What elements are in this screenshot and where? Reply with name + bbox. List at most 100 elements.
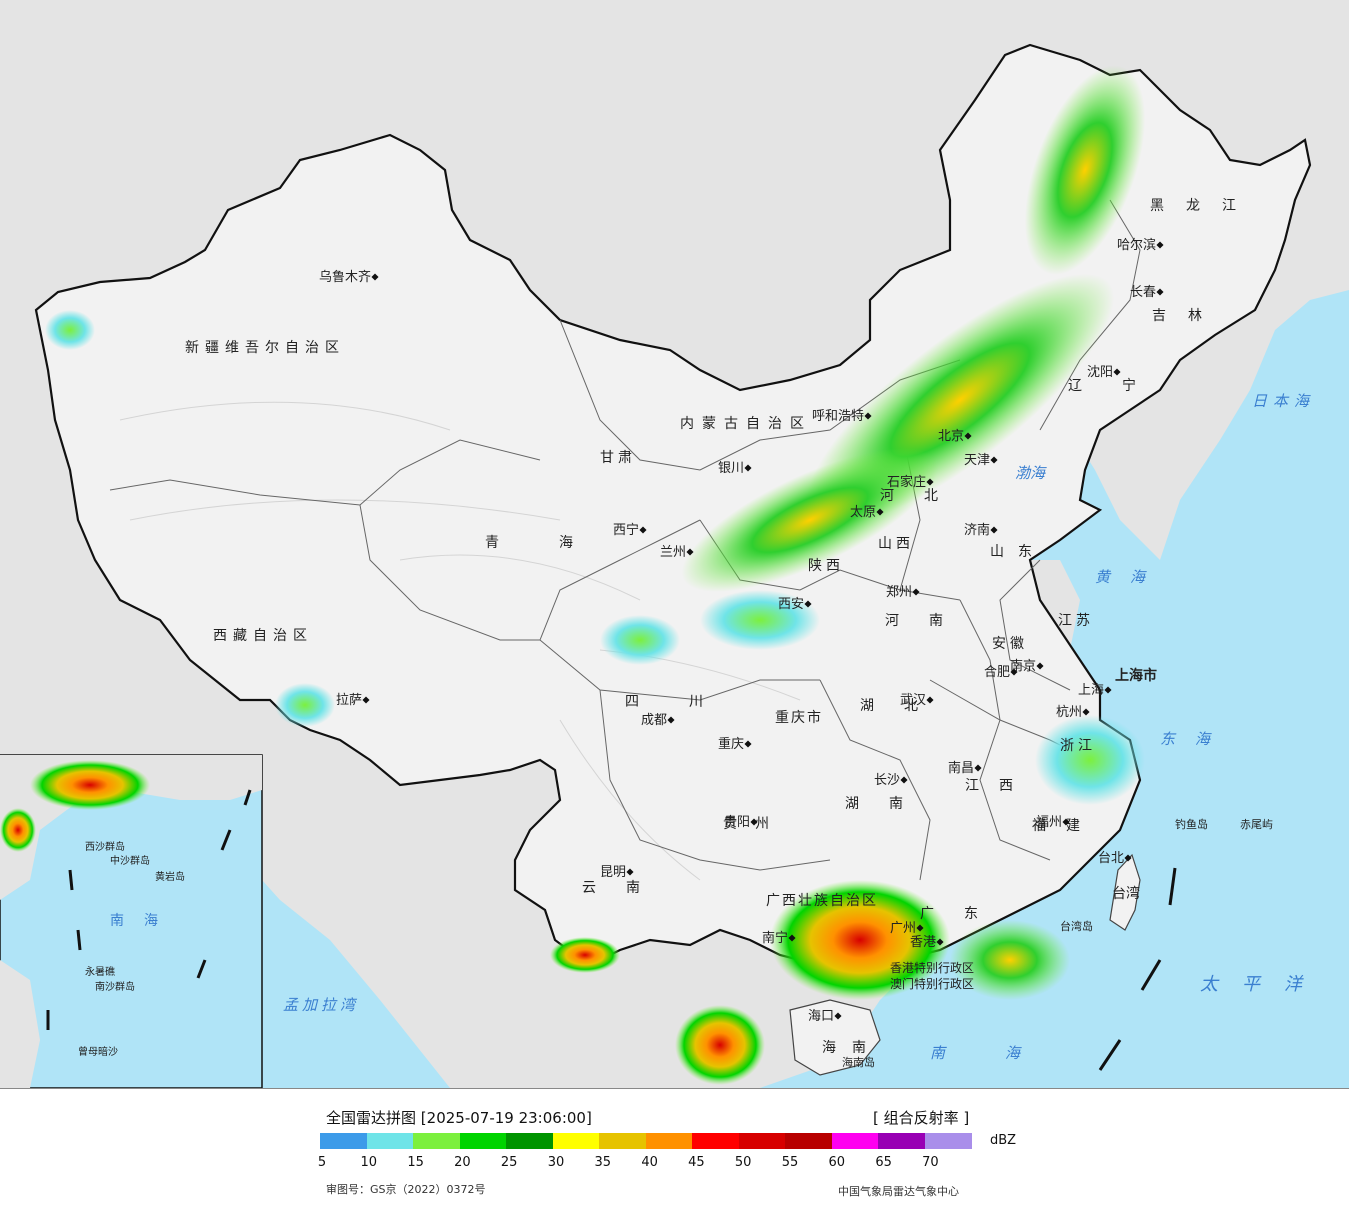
region-hebei: 河北 — [880, 487, 968, 503]
city-label: 台北 — [1098, 850, 1124, 865]
city-marker-icon — [639, 526, 647, 534]
echo-guangxi-guangdong — [770, 880, 950, 1000]
region-guangxi: 广西壮族自治区 — [766, 892, 878, 908]
region-shanxi: 山西 — [878, 535, 914, 551]
region-gansu: 甘肃 — [600, 449, 636, 465]
region-macao: 澳门特别行政区 — [890, 976, 974, 991]
scale-tick-label: 50 — [734, 1155, 752, 1170]
inset-land-sw — [0, 960, 40, 1088]
echo-yunnan-south — [550, 937, 620, 973]
inset-label-zhongsha: 中沙群岛 — [110, 854, 150, 867]
terrain-texture — [119, 401, 801, 881]
city-marker-icon — [876, 508, 884, 516]
inset-echo — [30, 760, 150, 810]
city-marker-icon — [926, 478, 934, 486]
sea-south: 南海 — [930, 1045, 1080, 1062]
city-marker-icon — [371, 273, 379, 281]
scale-tick-label: 45 — [688, 1155, 705, 1170]
scale-swatch — [831, 1133, 879, 1149]
taiwan-island — [1109, 853, 1141, 931]
city-label: 济南 — [964, 522, 990, 537]
region-qinghai: 青海 — [485, 534, 633, 550]
city-marker-icon — [626, 868, 634, 876]
scale-swatch — [413, 1133, 460, 1149]
region-neimenggu: 内蒙古自治区 — [680, 415, 812, 431]
scale-swatch — [645, 1133, 693, 1149]
city-label: 北京 — [938, 428, 964, 443]
scale-tick-label: 10 — [360, 1155, 378, 1170]
credit-label: 中国气象局雷达气象中心 — [838, 1185, 959, 1198]
city-label: 合肥 — [984, 664, 1010, 679]
hainan-island — [789, 999, 881, 1076]
echo-zhejiang — [1035, 715, 1145, 805]
city-marker-icon — [744, 740, 752, 748]
scale-swatch — [924, 1133, 972, 1149]
region-shanghai: 上海市 — [1115, 667, 1157, 683]
nine-dash-line-main — [1098, 867, 1177, 1071]
region-shandong: 山东 — [990, 543, 1046, 559]
region-hainan: 海南 — [822, 1039, 882, 1055]
city-label: 成都 — [641, 712, 667, 727]
sea-bohai: 渤海 — [1015, 465, 1047, 482]
city-marker-icon — [936, 938, 944, 946]
scale-swatch — [366, 1133, 414, 1149]
city-marker-icon — [900, 776, 908, 784]
china-mainland — [34, 43, 1312, 977]
city-marker-icon — [667, 716, 675, 724]
scale-swatch — [506, 1133, 553, 1149]
scale-swatch — [320, 1133, 367, 1149]
region-shaanxi: 陕西 — [808, 557, 844, 573]
region-anhui: 安徽 — [992, 635, 1028, 651]
inset-label-nansha: 南沙群岛 — [95, 980, 135, 993]
region-jilin: 吉林 — [1152, 307, 1224, 323]
scale-swatch — [878, 1133, 925, 1149]
inset-echo-2 — [0, 808, 36, 852]
city-marker-icon — [804, 600, 812, 608]
city-marker-icon — [916, 924, 924, 932]
city-label: 福州 — [1036, 814, 1062, 829]
city-marker-icon — [864, 412, 872, 420]
approval-number: 审图号：GS京（2022）0372号 — [326, 1183, 486, 1196]
city-marker-icon — [1010, 668, 1018, 676]
sea-east: 东海 — [1160, 731, 1230, 748]
product-label: [ 组合反射率 ] — [873, 1109, 970, 1127]
city-label: 广州 — [890, 920, 916, 935]
city-label: 杭州 — [1056, 704, 1082, 719]
region-chongqing: 重庆市 — [775, 709, 823, 725]
city-label: 香港 — [910, 934, 936, 949]
label-chiwei: 赤尾屿 — [1240, 818, 1273, 831]
region-jiangsu: 江苏 — [1058, 612, 1094, 628]
city-label: 拉萨 — [336, 692, 362, 707]
city-label: 天津 — [964, 452, 990, 467]
city-marker-icon — [744, 464, 752, 472]
echo-northeast-band — [1024, 65, 1146, 275]
inset-label-yongshu: 永暑礁 — [85, 965, 115, 978]
city-label: 沈阳 — [1087, 364, 1113, 379]
scale-tick-label: 5 — [317, 1155, 327, 1170]
city-label: 兰州 — [660, 544, 686, 559]
city-marker-icon — [834, 1012, 842, 1020]
scale-tick-label: 70 — [922, 1155, 939, 1170]
region-hunan: 湖南 — [845, 795, 933, 811]
echo-fujian — [950, 920, 1070, 1000]
label-taiwan-island: 台湾岛 — [1060, 919, 1093, 933]
city-label: 石家庄 — [887, 474, 926, 489]
city-marker-icon — [974, 764, 982, 772]
label-diaoyu: 钓鱼岛 — [1175, 817, 1208, 831]
inset-label-zengmu: 曾母暗沙 — [78, 1045, 118, 1058]
city-label: 郑州 — [886, 584, 912, 599]
scale-tick-label: 35 — [594, 1155, 612, 1170]
scale-tick-label: 40 — [641, 1155, 658, 1170]
city-marker-icon — [964, 432, 972, 440]
region-tibet: 西藏自治区 — [213, 627, 313, 643]
scale-swatch — [785, 1133, 832, 1149]
legend-panel: 全国雷达拼图 [2025-07-19 23:06:00] [ 组合反射率 ] 5… — [0, 1088, 1349, 1209]
echo-south-sea-storm — [675, 1005, 765, 1085]
south-china-sea-inset: 南海 西沙群岛 中沙群岛 黄岩岛 南沙群岛 永暑礁 曾母暗沙 — [0, 754, 263, 1088]
scale-swatch — [738, 1133, 786, 1149]
scale-swatch — [692, 1133, 739, 1149]
datetime: [2025-07-19 23:06:00] — [420, 1109, 592, 1127]
scale-swatch — [459, 1133, 507, 1149]
map-title: 全国雷达拼图 — [326, 1109, 417, 1127]
